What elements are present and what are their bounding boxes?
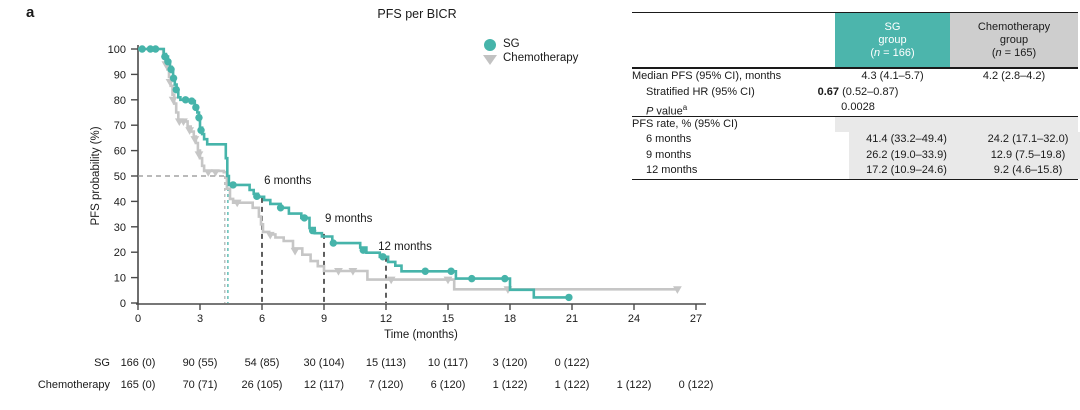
stats-header: SG group (n = 166) Chemotherapy group (n = 16… xyxy=(632,12,1078,69)
stats-span-value: 0.67 (0.52–0.87) xyxy=(817,85,899,98)
svg-text:18: 18 xyxy=(504,313,516,325)
panel-letter: a xyxy=(26,4,35,21)
svg-text:6: 6 xyxy=(259,313,265,325)
risk-count: 0 (122) xyxy=(554,357,590,369)
svg-text:100: 100 xyxy=(108,44,126,56)
svg-text:0: 0 xyxy=(120,298,126,310)
stats-section-divider xyxy=(632,115,1078,117)
risk-count: 6 (120) xyxy=(430,379,466,391)
stats-value-sg: 41.4 (33.2–49.4) xyxy=(849,132,964,148)
stats-span-value: 0.0028 xyxy=(841,101,875,113)
risk-count: 165 (0) xyxy=(120,379,156,391)
svg-text:70: 70 xyxy=(114,120,126,132)
sg-legend-marker-icon xyxy=(484,39,496,51)
stats-row-label: 6 months xyxy=(646,133,692,145)
stats-value-sg: 4.3 (4.1–5.7) xyxy=(861,70,924,82)
y-axis-ticks: 0 10 20 30 40 50 60 70 80 90 100 xyxy=(108,44,138,310)
landmark-annotation: 9 months xyxy=(325,213,373,226)
x-axis-ticks: 0 3 6 9 12 15 18 21 24 27 xyxy=(135,304,702,325)
legend-label-chemotherapy: Chemotherapy xyxy=(503,52,579,64)
chemotherapy-curve xyxy=(138,47,682,294)
risk-count: 1 (122) xyxy=(492,379,528,391)
risk-count: 30 (104) xyxy=(303,357,345,369)
stats-section-header-row: PFS rate, % (95% CI) xyxy=(632,116,1078,132)
svg-text:30: 30 xyxy=(114,222,126,234)
stats-row: 6 months 41.4 (33.2–49.4) 24.2 (17.1–32.0) xyxy=(632,132,1080,148)
y-axis-title: PFS probability (%) xyxy=(90,126,102,226)
stats-row: Median PFS (95% CI), months 4.3 (4.1–5.7)… xyxy=(632,69,1078,85)
svg-text:80: 80 xyxy=(114,95,126,107)
risk-count: 0 (122) xyxy=(678,379,714,391)
svg-text:40: 40 xyxy=(114,196,126,208)
landmark-annotation: 12 months xyxy=(378,241,432,254)
risk-count: 1 (122) xyxy=(616,379,652,391)
stats-row: 12 months 17.2 (10.9–24.6) 9.2 (4.6–15.8) xyxy=(632,163,1080,179)
stats-row-label: Stratified HR (95% CI) xyxy=(646,85,755,98)
x-axis-title: Time (months) xyxy=(384,329,458,341)
svg-text:24: 24 xyxy=(628,313,640,325)
risk-count: 54 (85) xyxy=(244,357,280,369)
stats-row-label: P valuea xyxy=(646,103,688,118)
stats-section-header: PFS rate, % (95% CI) xyxy=(632,117,738,130)
svg-text:21: 21 xyxy=(566,313,578,325)
svg-text:27: 27 xyxy=(690,313,702,325)
svg-text:50: 50 xyxy=(114,171,126,183)
svg-text:12: 12 xyxy=(380,313,392,325)
risk-count: 1 (122) xyxy=(554,379,590,391)
stats-value-chemotherapy: 24.2 (17.1–32.0) xyxy=(964,132,1080,148)
risk-count: 10 (117) xyxy=(427,357,469,369)
statistics-table: SG group (n = 166) Chemotherapy group (n = 16… xyxy=(632,12,1080,180)
stats-row: 9 months 26.2 (19.0–33.9) 12.9 (7.5–19.8) xyxy=(632,147,1080,163)
landmark-annotation: 6 months xyxy=(264,174,312,187)
stats-value-chemotherapy: 12.9 (7.5–19.8) xyxy=(964,147,1080,163)
svg-text:3: 3 xyxy=(197,313,203,325)
svg-text:90: 90 xyxy=(114,69,126,81)
svg-text:9: 9 xyxy=(321,313,327,325)
stats-value-chemotherapy: 9.2 (4.6–15.8) xyxy=(964,163,1080,179)
risk-count: 90 (55) xyxy=(182,357,218,369)
stats-row-label: 9 months xyxy=(646,148,692,161)
stats-value-chemotherapy: 4.2 (2.8–4.2) xyxy=(982,70,1046,82)
svg-text:10: 10 xyxy=(114,273,126,285)
risk-count: 26 (105) xyxy=(241,379,283,391)
risk-count: 3 (120) xyxy=(492,357,528,369)
svg-text:15: 15 xyxy=(442,313,454,325)
risk-count: 166 (0) xyxy=(120,357,156,369)
chemotherapy-legend-marker-icon xyxy=(483,55,497,65)
stats-row: P valuea 0.0028 xyxy=(632,100,1078,118)
risk-row-label: SG xyxy=(94,357,110,369)
stats-header-empty-cell xyxy=(632,13,835,67)
svg-text:0: 0 xyxy=(135,313,141,325)
stats-bottom-border xyxy=(632,178,1078,180)
risk-count: 70 (71) xyxy=(182,379,218,391)
svg-text:20: 20 xyxy=(114,247,126,259)
stats-row-label: Median PFS (95% CI), months xyxy=(632,70,782,82)
stats-value-sg: 17.2 (10.9–24.6) xyxy=(849,163,964,179)
stats-header-group-cell: Chemotherapy group (n = 165) xyxy=(950,13,1078,67)
stats-row: Stratified HR (95% CI) 0.67 (0.52–0.87) xyxy=(632,85,1078,101)
sg-curve xyxy=(138,45,573,302)
risk-count: 15 (113) xyxy=(365,357,407,369)
legend-label-sg: SG xyxy=(503,38,520,50)
stats-value-sg: 26.2 (19.0–33.9) xyxy=(849,147,964,163)
stats-row-label: 12 months xyxy=(646,164,698,176)
svg-text:60: 60 xyxy=(114,146,126,158)
risk-count: 7 (120) xyxy=(368,379,404,391)
risk-row-label: Chemotherapy xyxy=(37,379,110,391)
risk-count: 12 (117) xyxy=(303,379,345,391)
km-plot: 0 10 20 30 40 50 60 70 80 90 100 0 3 6 9 12 15 18 21 24 27 xyxy=(108,44,706,325)
stats-header-group-cell: SG group (n = 166) xyxy=(835,13,950,67)
chart-title: PFS per BICR xyxy=(377,7,457,21)
